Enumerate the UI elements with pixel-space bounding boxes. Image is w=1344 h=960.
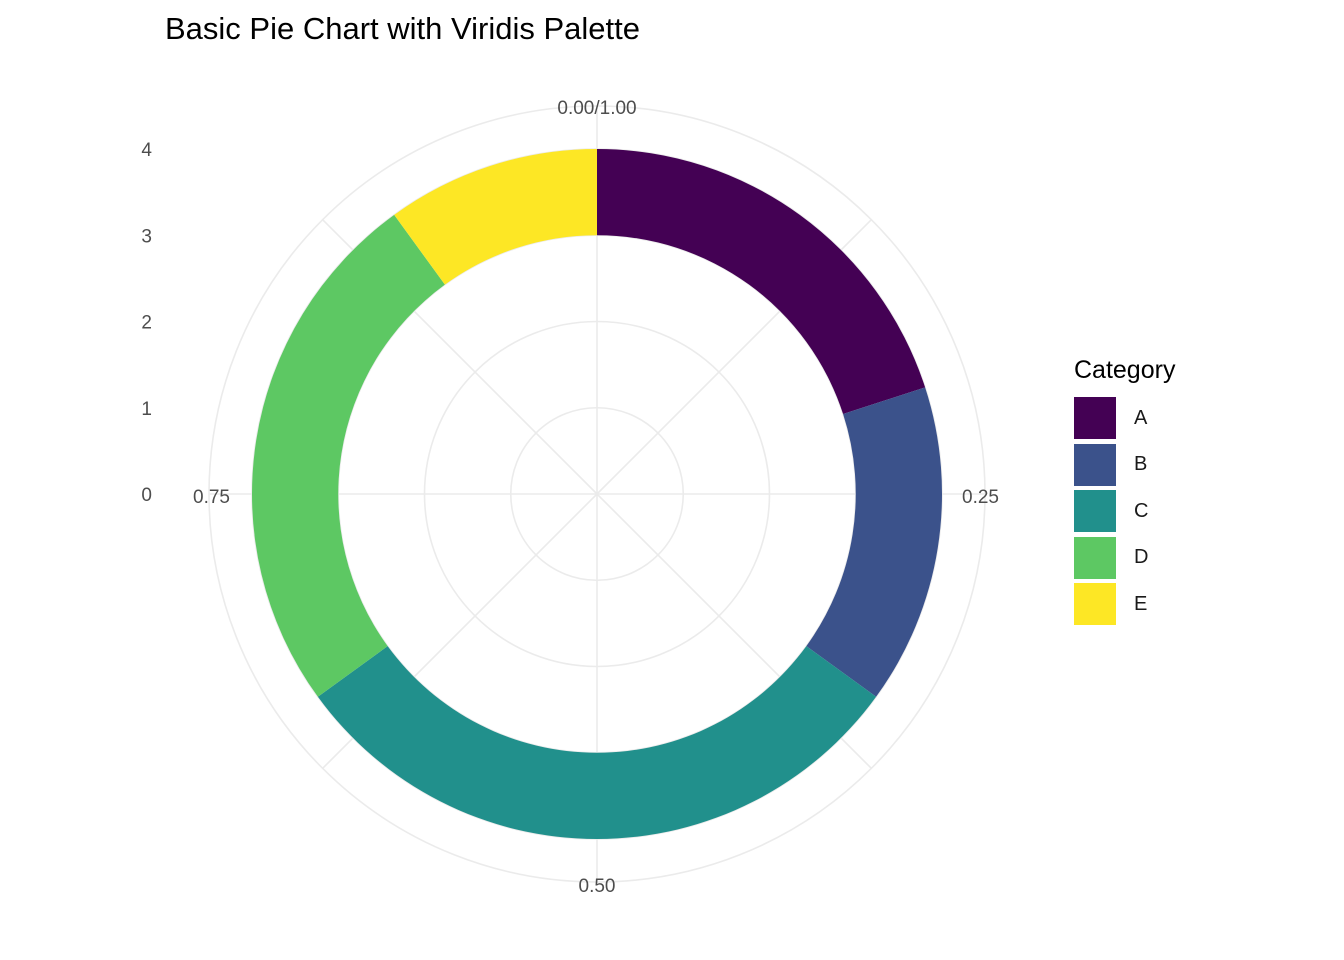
legend-key bbox=[1074, 443, 1116, 486]
legend-key bbox=[1074, 397, 1116, 440]
legend-item-b: B bbox=[1074, 442, 1175, 489]
theta-tick-label: 0.75 bbox=[193, 487, 230, 508]
pie-slices bbox=[252, 149, 943, 839]
legend-label: B bbox=[1134, 453, 1148, 476]
legend-key bbox=[1074, 583, 1116, 626]
theta-tick-label: 0.25 bbox=[962, 487, 999, 508]
radial-tick-label: 1 bbox=[141, 399, 152, 420]
legend-label: E bbox=[1134, 592, 1148, 615]
legend-item-a: A bbox=[1074, 395, 1175, 442]
legend-key bbox=[1074, 536, 1116, 579]
radial-tick-labels: 0 1 2 3 4 bbox=[141, 140, 152, 506]
theta-tick-label: 0.50 bbox=[579, 876, 616, 897]
legend-label: C bbox=[1134, 499, 1149, 522]
legend-item-e: E bbox=[1074, 581, 1175, 628]
slice-d bbox=[252, 214, 445, 697]
chart-title: Basic Pie Chart with Viridis Palette bbox=[165, 11, 640, 46]
theta-tick-labels: 0.00/1.00 0.25 0.50 0.75 bbox=[193, 98, 999, 897]
legend-label: D bbox=[1134, 546, 1149, 569]
slice-a bbox=[597, 149, 926, 415]
theta-tick-label: 0.00/1.00 bbox=[557, 98, 636, 119]
radial-tick-label: 3 bbox=[141, 226, 152, 247]
legend-label: A bbox=[1134, 406, 1148, 429]
legend-item-d: D bbox=[1074, 535, 1175, 582]
slice-e bbox=[394, 149, 597, 285]
slice-c bbox=[317, 646, 877, 839]
radial-tick-label: 4 bbox=[141, 140, 152, 161]
radial-tick-label: 0 bbox=[141, 485, 152, 506]
slice-b bbox=[806, 387, 943, 697]
legend-title: Category bbox=[1074, 356, 1176, 384]
legend-key bbox=[1074, 490, 1116, 533]
radial-tick-label: 2 bbox=[141, 313, 152, 334]
legend-item-c: C bbox=[1074, 488, 1175, 535]
